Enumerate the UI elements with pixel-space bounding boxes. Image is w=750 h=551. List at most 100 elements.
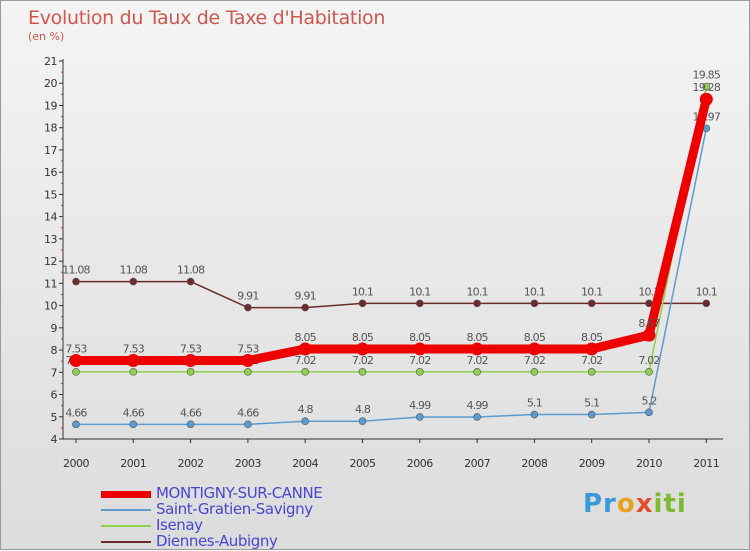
data-label-diennes-aubigny: 11.08 (177, 264, 205, 277)
data-point-montigny-sur-canne (470, 342, 484, 356)
data-label-diennes-aubigny: 10.1 (581, 285, 602, 298)
data-point-saint-gratien-savigny (415, 413, 424, 421)
y-tick-label: 9 (51, 322, 58, 335)
data-label-isenay: 7.02 (638, 354, 659, 367)
legend-item-montigny: MONTIGNY-SUR-CANNE (101, 484, 421, 502)
data-label-isenay: 7.02 (466, 354, 487, 367)
data-label-saint-gratien-savigny: 4.8 (298, 403, 314, 416)
y-tick-label: 6 (51, 389, 58, 402)
data-point-isenay (645, 368, 653, 376)
y-tick-label: 4 (51, 433, 58, 446)
data-point-montigny-sur-canne (527, 342, 541, 356)
x-tick-label: 2005 (350, 457, 376, 470)
series-line-saint-gratien-savigny (75, 127, 708, 426)
chart-title: Evolution du Taux de Taxe d'Habitation (28, 7, 386, 29)
data-point-montigny-sur-canne (69, 354, 83, 368)
legend-label-saint-gratien: Saint-Gratien-Savigny (156, 500, 313, 518)
legend-swatch-isenay (101, 525, 151, 527)
y-tick-label: 15 (44, 188, 57, 201)
data-label-montigny-sur-canne: 7.53 (123, 343, 145, 356)
x-tick-label: 2007 (464, 457, 490, 470)
data-label-saint-gratien-savigny: 4.66 (123, 406, 145, 419)
y-tick-label: 5 (51, 411, 58, 424)
data-label-saint-gratien-savigny: 5.1 (527, 397, 542, 410)
x-tick-label: 2002 (178, 457, 204, 470)
legend-swatch-diennes (101, 541, 151, 543)
data-label-montigny-sur-canne: 7.53 (65, 343, 87, 356)
data-point-saint-gratien-savigny (72, 420, 80, 429)
y-tick-label: 21 (44, 55, 57, 68)
data-label-isenay: 7.02 (524, 354, 545, 367)
legend-item-saint-gratien: Saint-Gratien-Savigny (101, 500, 421, 518)
data-point-montigny-sur-canne (413, 342, 427, 356)
data-label-diennes-aubigny: 10.1 (696, 285, 717, 298)
data-point-diennes-aubigny (244, 303, 252, 312)
data-label-montigny-sur-canne: 19.28 (693, 81, 721, 94)
data-point-saint-gratien-savigny (129, 420, 138, 429)
data-point-montigny-sur-canne (184, 354, 198, 368)
data-point-isenay (129, 368, 138, 376)
data-label-saint-gratien-savigny: 4.66 (65, 406, 87, 419)
data-label-montigny-sur-canne: 7.53 (180, 343, 202, 356)
x-tick-label: 2010 (636, 457, 662, 470)
data-label-saint-gratien-savigny: 5.2 (641, 394, 656, 407)
data-point-saint-gratien-savigny (645, 408, 653, 417)
data-label-diennes-aubigny: 10.1 (466, 285, 487, 298)
data-label-isenay: 7.02 (581, 354, 602, 367)
y-tick-label: 18 (44, 122, 57, 135)
data-label-diennes-aubigny: 10.1 (409, 285, 430, 298)
data-point-isenay (530, 368, 539, 376)
x-tick-label: 2003 (235, 457, 261, 470)
y-tick-label: 14 (44, 211, 57, 224)
y-tick-label: 17 (44, 144, 57, 157)
data-point-saint-gratien-savigny (530, 410, 539, 419)
data-point-saint-gratien-savigny (473, 413, 481, 421)
legend-swatch-montigny (101, 491, 151, 498)
data-point-saint-gratien-savigny (587, 410, 596, 419)
legend-item-diennes: Diennes-Aubigny (101, 532, 421, 550)
data-point-isenay (301, 368, 310, 376)
series-line-diennes-aubigny (75, 280, 708, 309)
x-tick-label: 2006 (407, 457, 433, 470)
x-tick-label: 2001 (120, 457, 146, 470)
data-point-isenay (702, 82, 711, 91)
data-point-montigny-sur-canne (699, 92, 713, 106)
data-point-isenay (358, 368, 367, 376)
data-point-montigny-sur-canne (126, 354, 140, 368)
y-tick-label: 11 (44, 277, 57, 290)
data-point-isenay (72, 368, 80, 376)
data-point-saint-gratien-savigny (186, 420, 195, 429)
x-tick-label: 2011 (693, 457, 719, 470)
data-point-diennes-aubigny (530, 299, 539, 308)
series-line-isenay (75, 85, 708, 373)
data-point-diennes-aubigny (186, 277, 195, 286)
data-label-montigny-sur-canne: 8.05 (524, 331, 546, 344)
legend-item-isenay: Isenay (101, 516, 421, 534)
data-point-diennes-aubigny (301, 303, 310, 312)
data-point-saint-gratien-savigny (244, 420, 252, 429)
data-point-diennes-aubigny (72, 277, 80, 286)
proxiti-logo: Proxiti (583, 489, 687, 519)
data-label-saint-gratien-savigny: 4.8 (355, 403, 371, 416)
data-label-diennes-aubigny: 10.1 (524, 285, 545, 298)
y-tick-label: 19 (44, 99, 57, 112)
series-line-montigny-sur-canne (71, 94, 711, 366)
y-tick-label: 8 (51, 344, 58, 357)
data-point-isenay (473, 368, 481, 376)
data-label-montigny-sur-canne: 8.05 (295, 331, 317, 344)
data-label-montigny-sur-canne: 8.05 (352, 331, 374, 344)
data-label-montigny-sur-canne: 7.53 (237, 343, 259, 356)
y-tick-label: 13 (44, 233, 57, 246)
data-point-diennes-aubigny (473, 299, 481, 308)
data-label-saint-gratien-savigny: 4.99 (409, 399, 431, 412)
data-point-montigny-sur-canne (356, 342, 369, 356)
data-label-saint-gratien-savigny: 4.66 (180, 406, 202, 419)
data-label-saint-gratien-savigny: 5.1 (584, 397, 599, 410)
data-point-montigny-sur-canne (642, 328, 656, 342)
data-label-diennes-aubigny: 9.91 (295, 290, 316, 303)
data-label-isenay: 7.02 (295, 354, 316, 367)
data-label-montigny-sur-canne: 8.05 (409, 331, 431, 344)
x-tick-label: 2009 (579, 457, 605, 470)
data-point-diennes-aubigny (702, 299, 711, 308)
